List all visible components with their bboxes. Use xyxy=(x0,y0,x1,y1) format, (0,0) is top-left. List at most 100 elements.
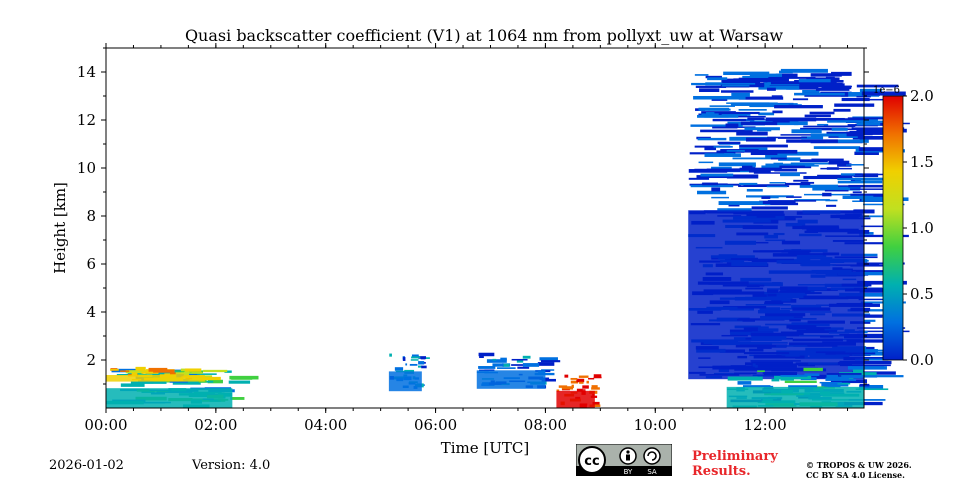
heatmap-cell xyxy=(856,122,881,126)
heatmap-cell xyxy=(586,380,589,384)
heatmap-cell xyxy=(169,380,199,383)
heatmap-cell xyxy=(714,111,760,115)
heatmap-cell xyxy=(517,366,530,369)
heatmap-cell xyxy=(191,372,203,374)
heatmap-cell xyxy=(418,361,425,365)
chart-title: Quasi backscatter coefficient (V1) at 10… xyxy=(185,26,783,45)
heatmap-cell xyxy=(688,177,710,180)
heatmap-cell xyxy=(786,139,838,143)
heatmap-cell xyxy=(758,112,775,116)
heatmap-cell xyxy=(765,117,817,122)
x-tick-label: 10:00 xyxy=(634,416,677,434)
heatmap-cell xyxy=(187,380,199,384)
heatmap-cell xyxy=(141,371,159,374)
heatmap-cell xyxy=(478,366,496,369)
heatmap-cell xyxy=(855,358,889,361)
heatmap-cell xyxy=(582,385,589,389)
heatmap-cell xyxy=(561,386,574,390)
heatmap-cell xyxy=(804,165,819,167)
heatmap-cell xyxy=(826,374,839,378)
heatmap-cell xyxy=(861,375,904,378)
heatmap-cell xyxy=(570,380,579,384)
heatmap-cell xyxy=(589,404,601,407)
heatmap-cell xyxy=(758,85,800,90)
heatmap-core xyxy=(476,370,546,389)
sa-share-alike-icon xyxy=(643,447,661,465)
heatmap-cell xyxy=(815,87,850,91)
heatmap-cell xyxy=(579,381,584,384)
heatmap-cell xyxy=(848,399,886,401)
heatmap-cell xyxy=(803,367,823,372)
heatmap-cell xyxy=(825,199,838,202)
heatmap-cell xyxy=(411,356,421,359)
heatmap-cell xyxy=(690,124,743,127)
heatmap-cell xyxy=(172,381,201,385)
heatmap-cell xyxy=(740,121,778,126)
heatmap-data-layer xyxy=(106,68,910,408)
heatmap-cell xyxy=(817,123,829,126)
heatmap-cell xyxy=(537,362,555,366)
heatmap-cell xyxy=(500,357,507,361)
heatmap-cell xyxy=(522,355,531,359)
heatmap-region-dense-noise-afternoon xyxy=(688,68,910,380)
heatmap-cell xyxy=(852,369,864,373)
heatmap-cell xyxy=(798,79,831,83)
heatmap-cell xyxy=(837,180,883,184)
cc-license-badge[interactable]: cc BY SA xyxy=(576,444,672,476)
heatmap-cell xyxy=(702,182,718,186)
cc-icon xyxy=(578,446,606,474)
heatmap-cell xyxy=(861,225,888,228)
heatmap-cell xyxy=(738,185,790,188)
heatmap-cell xyxy=(484,369,495,372)
heatmap-cell xyxy=(731,168,757,171)
heatmap-cell xyxy=(742,75,790,78)
heatmap-cell xyxy=(827,118,865,121)
heatmap-cell xyxy=(201,376,221,381)
heatmap-cell xyxy=(820,167,852,170)
footer-version: Version: 4.0 xyxy=(192,458,271,473)
heatmap-cell xyxy=(828,376,862,379)
heatmap-cell xyxy=(780,68,828,73)
heatmap-cell xyxy=(834,103,875,107)
heatmap-cell xyxy=(185,368,202,372)
heatmap-cell xyxy=(570,377,578,380)
heatmap-cell xyxy=(405,363,408,366)
heatmap-cell xyxy=(783,151,819,156)
heatmap-cell xyxy=(705,75,722,79)
heatmap-cell xyxy=(700,173,734,177)
x-tick-label: 06:00 xyxy=(414,416,457,434)
heatmap-cell xyxy=(717,141,741,144)
heatmap-cell xyxy=(780,134,814,136)
heatmap-cell xyxy=(790,162,841,165)
heatmap-cell xyxy=(516,359,524,363)
heatmap-cell xyxy=(707,77,728,81)
heatmap-cell xyxy=(859,290,899,293)
x-tick-label: 04:00 xyxy=(304,416,347,434)
heatmap-cell xyxy=(860,215,889,218)
heatmap-cell xyxy=(539,357,558,361)
heatmap-cell xyxy=(726,149,745,152)
heatmap-cell xyxy=(564,374,569,378)
heatmap-cell xyxy=(833,108,851,112)
heatmap-cell xyxy=(837,178,868,180)
heatmap-cell xyxy=(688,169,728,173)
heatmap-cell xyxy=(850,264,901,267)
heatmap-cell xyxy=(831,127,848,131)
heatmap-cell xyxy=(479,356,484,359)
heatmap-cell xyxy=(793,179,809,182)
heatmap-cell xyxy=(858,298,904,301)
heatmap-cell xyxy=(810,73,842,77)
heatmap-cell xyxy=(855,270,885,273)
heatmap-cell xyxy=(576,378,585,383)
y-tick-label: 12 xyxy=(77,111,96,129)
heatmap-cell xyxy=(224,370,232,373)
y-tick-label: 14 xyxy=(77,63,96,81)
heatmap-cell xyxy=(748,169,771,173)
heatmap-cell xyxy=(848,184,883,188)
heatmap-region-boundary-layer-top-night xyxy=(106,366,228,382)
heatmap-region-high-backscatter-0820 xyxy=(556,374,602,408)
y-axis-label: Height [km] xyxy=(51,182,69,274)
heatmap-cell xyxy=(850,193,902,197)
heatmap-cell xyxy=(228,380,251,384)
heatmap-cell xyxy=(742,385,771,388)
